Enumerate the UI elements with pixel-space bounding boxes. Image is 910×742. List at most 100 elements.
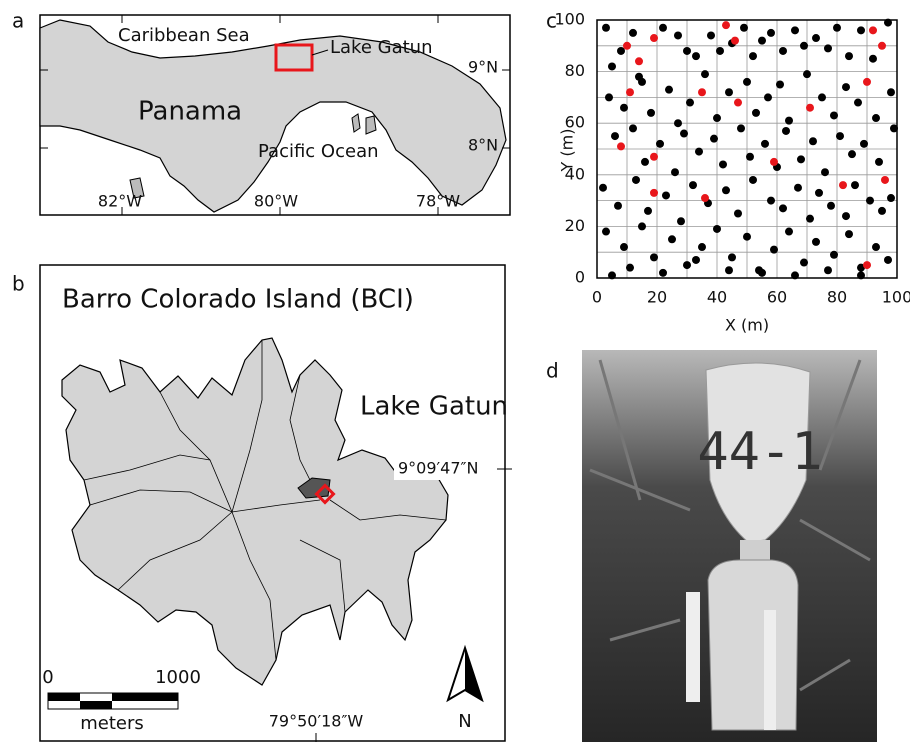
point <box>857 271 865 280</box>
country-label: Panama <box>138 97 242 127</box>
panel-label: a <box>12 9 24 33</box>
point <box>662 191 670 200</box>
lat-label: 8°N <box>468 136 498 155</box>
point <box>815 188 823 197</box>
point <box>818 93 826 102</box>
point <box>785 227 793 236</box>
point <box>836 132 844 141</box>
point <box>686 98 694 107</box>
point <box>626 88 634 97</box>
point <box>770 245 778 254</box>
point <box>692 255 700 264</box>
point <box>716 46 724 55</box>
point <box>623 41 631 50</box>
point <box>722 186 730 195</box>
point <box>650 188 658 197</box>
point <box>746 152 754 161</box>
point <box>809 137 817 146</box>
frame-ticks <box>40 15 510 215</box>
point <box>638 222 646 231</box>
point <box>845 52 853 61</box>
point <box>656 139 664 148</box>
scale-label: 1000 <box>155 667 201 688</box>
point <box>824 266 832 275</box>
point <box>734 98 742 107</box>
photo: 44-1 <box>582 350 877 742</box>
point <box>890 124 898 133</box>
point <box>866 196 874 205</box>
lat-label: 9°09′47″N <box>398 459 478 478</box>
point <box>806 103 814 112</box>
point <box>803 70 811 79</box>
funnel <box>705 362 811 543</box>
study-area-box <box>274 43 314 72</box>
point <box>668 235 676 244</box>
point <box>710 134 718 143</box>
point <box>698 243 706 252</box>
point <box>635 72 643 81</box>
point <box>629 28 637 37</box>
point <box>872 243 880 252</box>
map-title: Barro Colorado Island (BCI) <box>62 285 414 315</box>
point <box>608 62 616 71</box>
ocean-label: Pacific Ocean <box>258 141 379 162</box>
point <box>599 183 607 192</box>
point <box>869 26 877 35</box>
x-axis-label: X (m) <box>725 316 769 335</box>
point <box>743 77 751 86</box>
point <box>797 155 805 164</box>
lon-label: 80°W <box>254 192 298 211</box>
point <box>887 88 895 97</box>
point <box>830 111 838 120</box>
north-arrow-half <box>465 648 482 700</box>
point <box>644 206 652 215</box>
land <box>39 19 507 213</box>
point <box>641 157 649 166</box>
y-tick-label: 100 <box>554 10 585 29</box>
y-tick-label: 80 <box>565 61 585 80</box>
lon-label: 79°50′18″W <box>269 712 364 731</box>
lake-label: Lake Gatun <box>360 392 508 422</box>
point <box>869 54 877 63</box>
point <box>758 268 766 277</box>
point <box>806 214 814 223</box>
point <box>770 157 778 166</box>
point <box>794 183 802 192</box>
point <box>737 124 745 133</box>
lon-label: 78°W <box>416 192 460 211</box>
point <box>713 224 721 233</box>
y-tick-label: 60 <box>565 113 585 132</box>
island <box>61 337 449 686</box>
x-tick-label: 0 <box>592 288 602 307</box>
point <box>884 18 892 27</box>
point <box>701 70 709 79</box>
point <box>734 209 742 218</box>
point <box>650 152 658 161</box>
point <box>878 41 886 50</box>
point <box>680 129 688 138</box>
point <box>725 266 733 275</box>
point <box>728 253 736 262</box>
point <box>824 44 832 53</box>
point <box>650 34 658 43</box>
point <box>713 114 721 123</box>
panel-label: b <box>12 272 25 296</box>
bottle <box>707 559 799 731</box>
point <box>779 46 787 55</box>
point <box>689 181 697 190</box>
islands <box>129 113 377 199</box>
point <box>842 83 850 92</box>
point <box>887 194 895 203</box>
point <box>692 52 700 61</box>
point <box>617 142 625 151</box>
point <box>785 116 793 125</box>
point <box>782 126 790 135</box>
point <box>701 194 709 203</box>
point <box>842 212 850 221</box>
x-tick-label: 40 <box>707 288 727 307</box>
point <box>854 98 862 107</box>
point <box>659 23 667 32</box>
point <box>614 201 622 210</box>
point <box>611 132 619 141</box>
